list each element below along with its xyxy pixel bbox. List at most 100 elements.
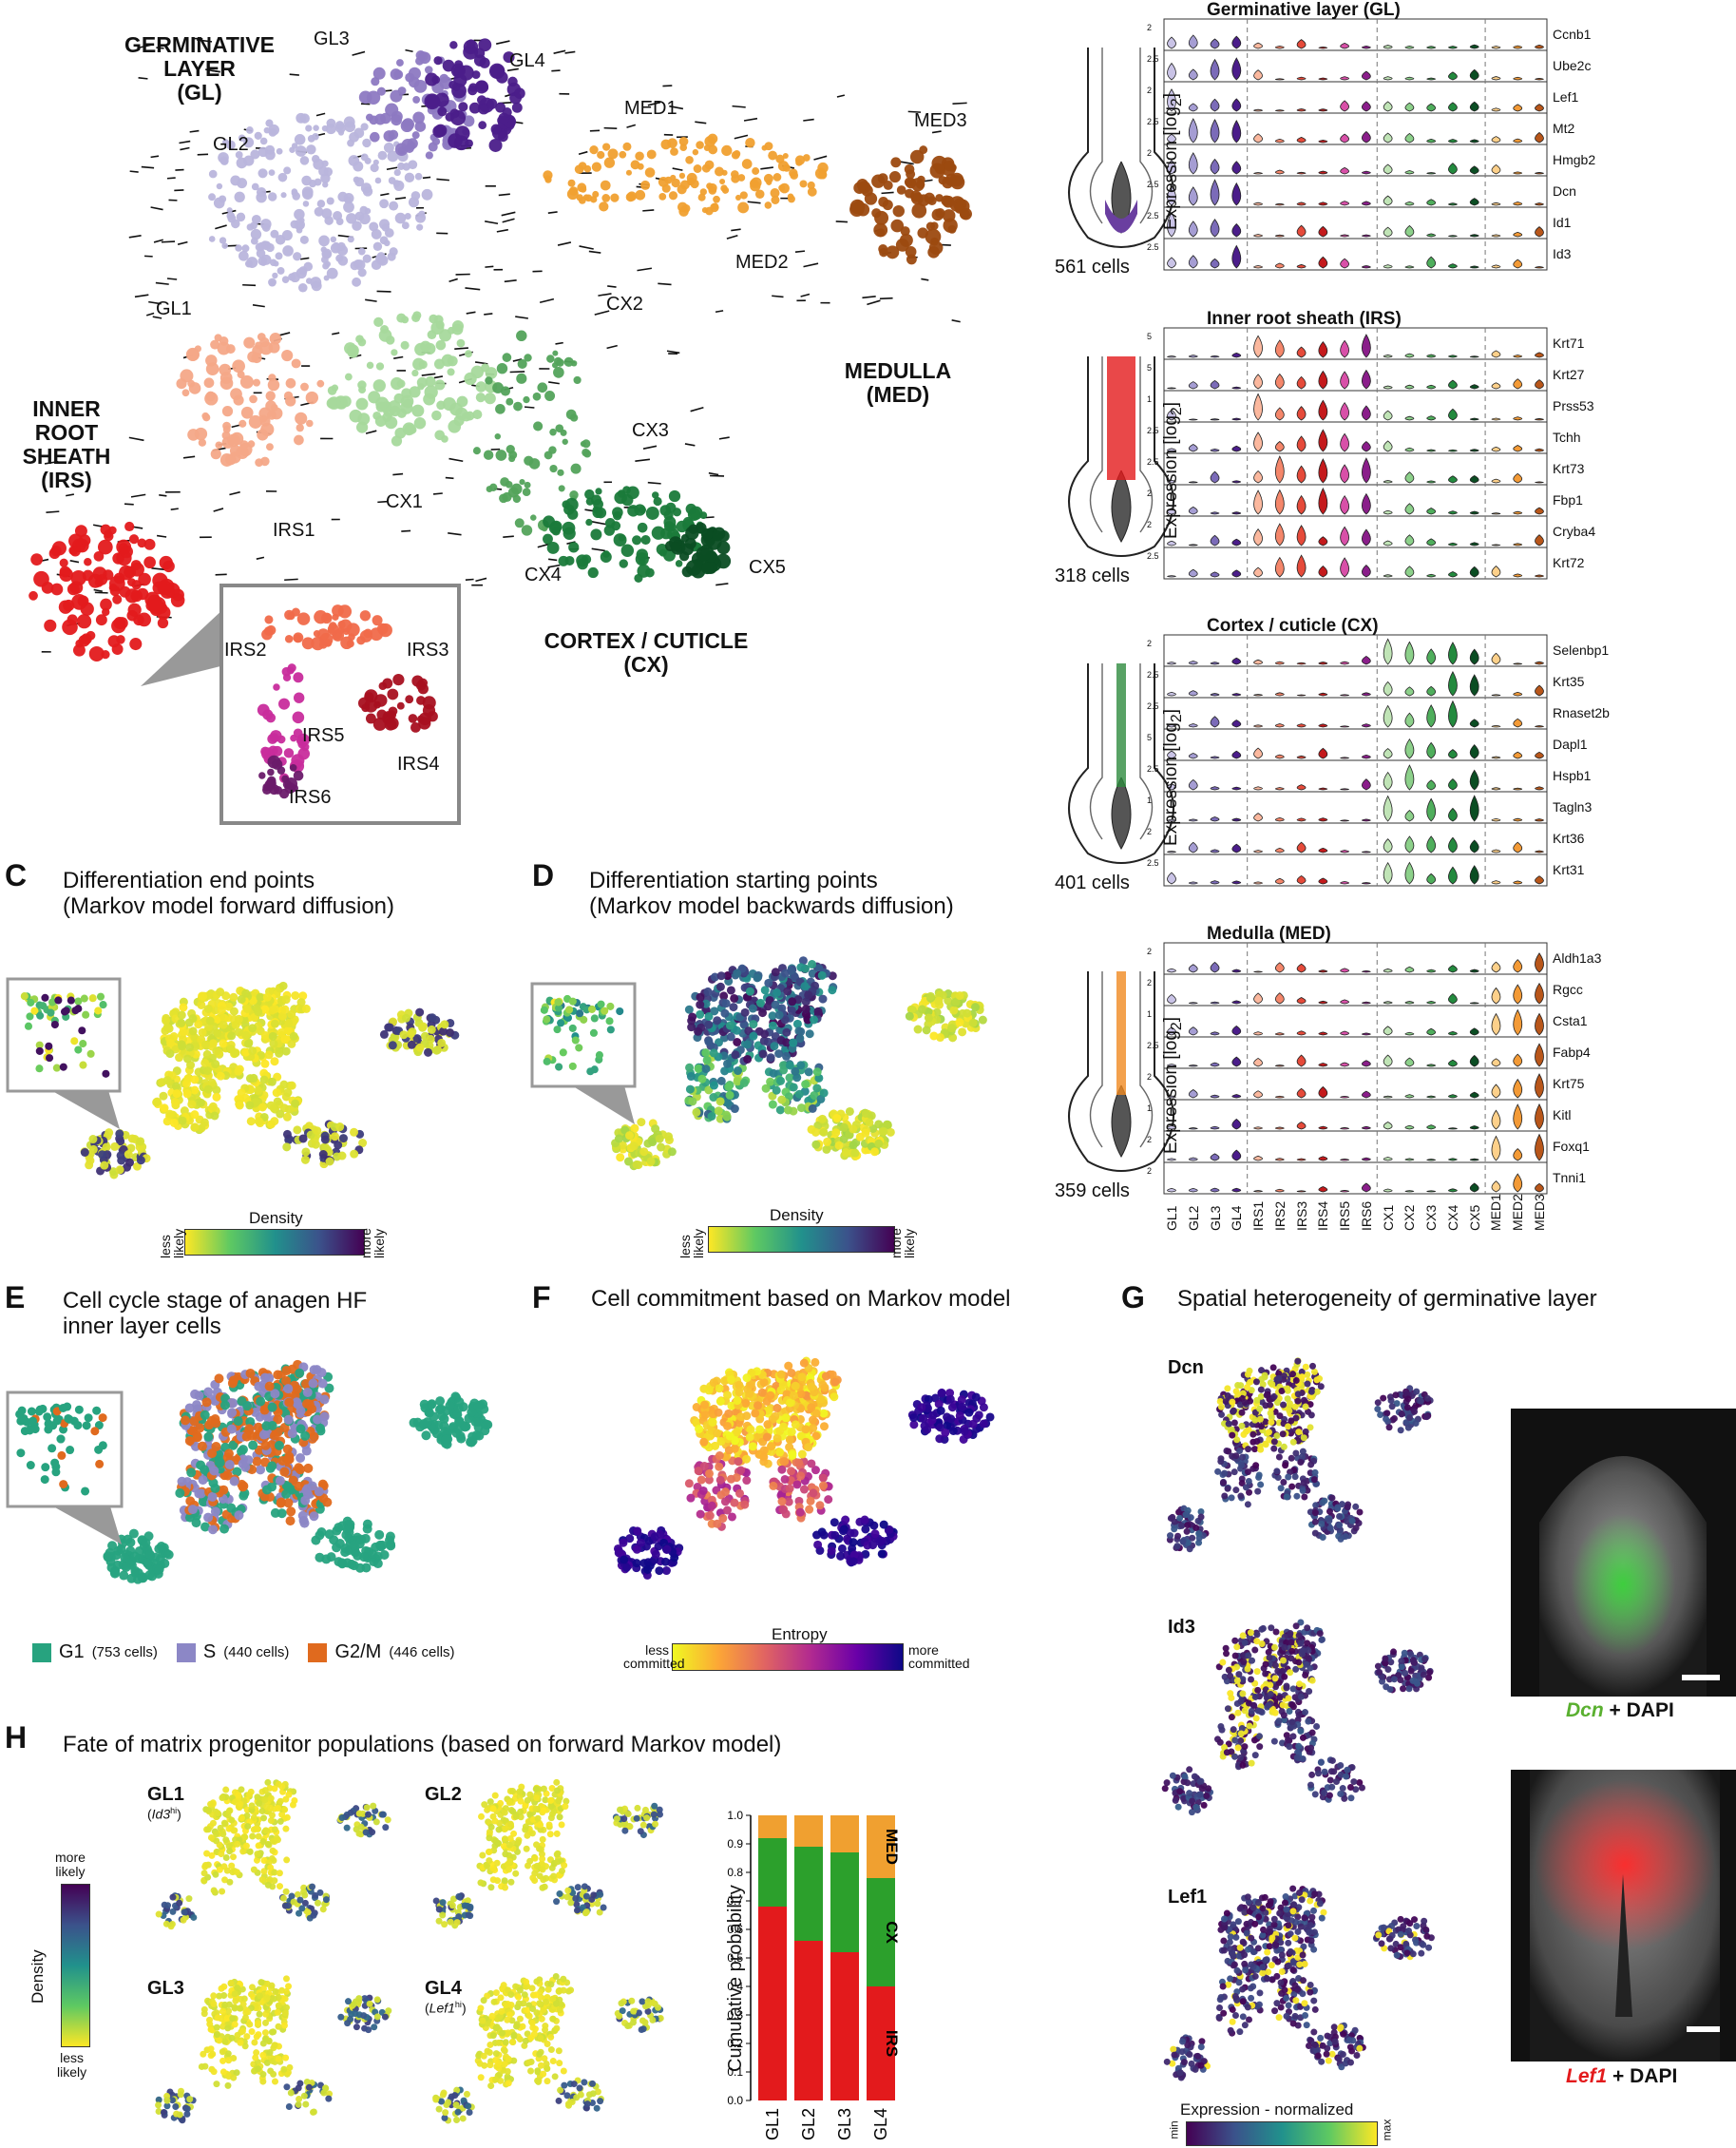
violin [1536, 45, 1544, 48]
violin-ylabel: Expression [log2] [1161, 93, 1186, 230]
violin [1470, 166, 1478, 174]
violin [1536, 353, 1544, 357]
violin [1383, 773, 1392, 790]
violin [1189, 723, 1197, 727]
violin [1536, 105, 1544, 111]
violin [1189, 1003, 1197, 1004]
violin [1232, 751, 1241, 758]
violin [1211, 662, 1219, 664]
violin [1427, 1001, 1436, 1004]
gene-name: Foxq1 [1553, 1139, 1590, 1154]
violin [1492, 447, 1500, 451]
violin [1383, 639, 1392, 664]
violin [1536, 1013, 1544, 1035]
violin [1448, 103, 1457, 111]
violin [1319, 1032, 1327, 1035]
violin [1232, 1119, 1241, 1129]
violin [1297, 137, 1306, 143]
violin [1319, 400, 1327, 420]
violin-tick: 2.5 [1147, 180, 1159, 189]
violin [1297, 376, 1306, 389]
colorbar-h-title: Density [29, 1949, 48, 2004]
violin [1211, 380, 1219, 389]
violin-tick: 2.5 [1147, 211, 1159, 221]
violin-xtick: MED2 [1510, 1194, 1525, 1231]
violin [1492, 235, 1500, 237]
umap-points [1167, 1357, 1434, 1552]
violin [1297, 695, 1306, 696]
violin [1319, 430, 1327, 451]
gene-name: Krt75 [1553, 1076, 1584, 1091]
violin [1448, 808, 1457, 821]
violin [1536, 227, 1544, 237]
violin [1448, 1060, 1457, 1066]
violin [1492, 1181, 1500, 1192]
gene-name: Rnaset2b [1553, 705, 1610, 720]
violin [1492, 850, 1500, 853]
violin [1470, 1126, 1478, 1129]
violin-tick: 2 [1147, 23, 1152, 32]
violin [1492, 962, 1500, 972]
violin [1341, 340, 1349, 357]
cell-cycle-legend: G1(753 cells)S(440 cells)G2/M(446 cells) [32, 1641, 455, 1663]
violin [1470, 140, 1478, 143]
umap-points [103, 1360, 492, 1584]
legend-swatch [32, 1643, 51, 1662]
bar-segment-irs [794, 1941, 823, 2100]
violin [1232, 58, 1241, 80]
violin [1448, 642, 1457, 664]
violin [1341, 465, 1349, 483]
violin [1427, 780, 1436, 790]
violin-tick: 1 [1147, 1009, 1152, 1019]
violin [1514, 818, 1522, 821]
violin [1514, 511, 1522, 514]
violin [1536, 267, 1544, 268]
violin [1427, 173, 1436, 174]
cluster-label: CX5 [749, 557, 786, 579]
violin [1362, 201, 1370, 205]
violin [1189, 69, 1197, 80]
panel-h-letter: H [5, 1720, 27, 1755]
violin [1492, 513, 1500, 514]
violin-xtick: CX4 [1445, 1205, 1460, 1231]
violin [1211, 259, 1219, 268]
violin [1514, 842, 1522, 853]
violin-xtick: CX3 [1423, 1205, 1439, 1231]
cell-count: 401 cells [1055, 873, 1130, 894]
violin [1297, 1122, 1306, 1129]
violin [1536, 685, 1544, 696]
gene-name: Krt71 [1553, 336, 1584, 351]
violin [1232, 36, 1241, 48]
violin [1211, 717, 1219, 727]
violin [1514, 1010, 1522, 1035]
violin [1297, 202, 1306, 205]
violin-tick: 5 [1147, 733, 1152, 742]
violin [1297, 109, 1306, 111]
violin [1211, 449, 1219, 451]
violin [1319, 109, 1327, 111]
violin [1341, 1127, 1349, 1129]
cluster-label: MED2 [735, 252, 789, 274]
violin [1297, 842, 1306, 853]
umap-inset [532, 984, 635, 1124]
legend-item: G2/M(446 cells) [308, 1641, 454, 1663]
violin [1211, 180, 1219, 205]
violin [1492, 108, 1500, 111]
violin [1362, 819, 1370, 821]
violin [1189, 842, 1197, 853]
violin [1275, 374, 1284, 389]
violin [1232, 387, 1241, 389]
violin [1254, 266, 1263, 268]
violin [1189, 882, 1197, 884]
violin [1427, 798, 1436, 821]
gene-name: Krt35 [1553, 674, 1584, 689]
violin [1341, 969, 1349, 972]
violin [1448, 571, 1457, 577]
violin [1254, 109, 1263, 111]
violin [1492, 351, 1500, 357]
panel-f-title: Cell commitment based on Markov model [591, 1286, 1011, 1312]
violin [1275, 235, 1284, 237]
panel-h-title: Fate of matrix progenitor populations (b… [63, 1732, 781, 1757]
violin [1211, 850, 1219, 853]
violin [1189, 1065, 1197, 1066]
